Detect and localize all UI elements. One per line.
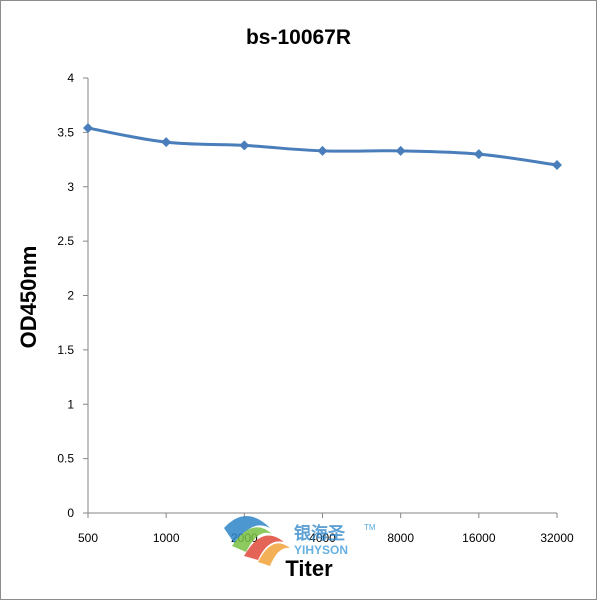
- data-point: [83, 123, 93, 134]
- watermark-logo: 银海圣 TM YIHYSON: [224, 516, 376, 566]
- chart-title: bs-10067R: [245, 26, 352, 49]
- data-point: [473, 149, 484, 160]
- x-tick-label: 8000: [387, 531, 414, 545]
- x-axis-label: Titer: [285, 556, 333, 581]
- y-tick-label: 2.5: [57, 234, 74, 248]
- axes: [83, 77, 558, 518]
- x-tick-label: 1000: [153, 531, 180, 545]
- y-tick-label: 1: [67, 397, 74, 411]
- y-tick-label: 0: [67, 506, 74, 520]
- y-tick-label: 1.5: [57, 343, 74, 357]
- watermark-en-text: YIHYSON: [294, 543, 348, 557]
- x-tick-label: 4000: [309, 531, 336, 545]
- y-tick-label: 2: [67, 289, 74, 303]
- x-tick-label: 500: [78, 531, 98, 545]
- data-point: [239, 140, 250, 151]
- x-tick-label: 32000: [540, 531, 574, 545]
- y-tick-label: 0.5: [57, 452, 74, 466]
- x-tick-label: 16000: [462, 531, 496, 545]
- data-point: [161, 137, 172, 148]
- watermark-cn-text: 银海圣: [294, 523, 346, 544]
- watermark-tm: TM: [364, 523, 376, 532]
- data-point: [317, 145, 328, 156]
- y-axis-label: OD450nm: [16, 246, 41, 349]
- y-tick-label: 4: [67, 71, 74, 85]
- series-group: [83, 123, 562, 170]
- data-point: [552, 160, 562, 170]
- data-point: [395, 145, 406, 156]
- y-tick-label: 3.5: [57, 125, 74, 139]
- y-tick-labels: 0 0.5 1 1.5 2 2.5 3 3.5 4: [57, 71, 74, 520]
- y-tick-label: 3: [67, 180, 74, 194]
- watermark-logo-mark: [224, 516, 290, 566]
